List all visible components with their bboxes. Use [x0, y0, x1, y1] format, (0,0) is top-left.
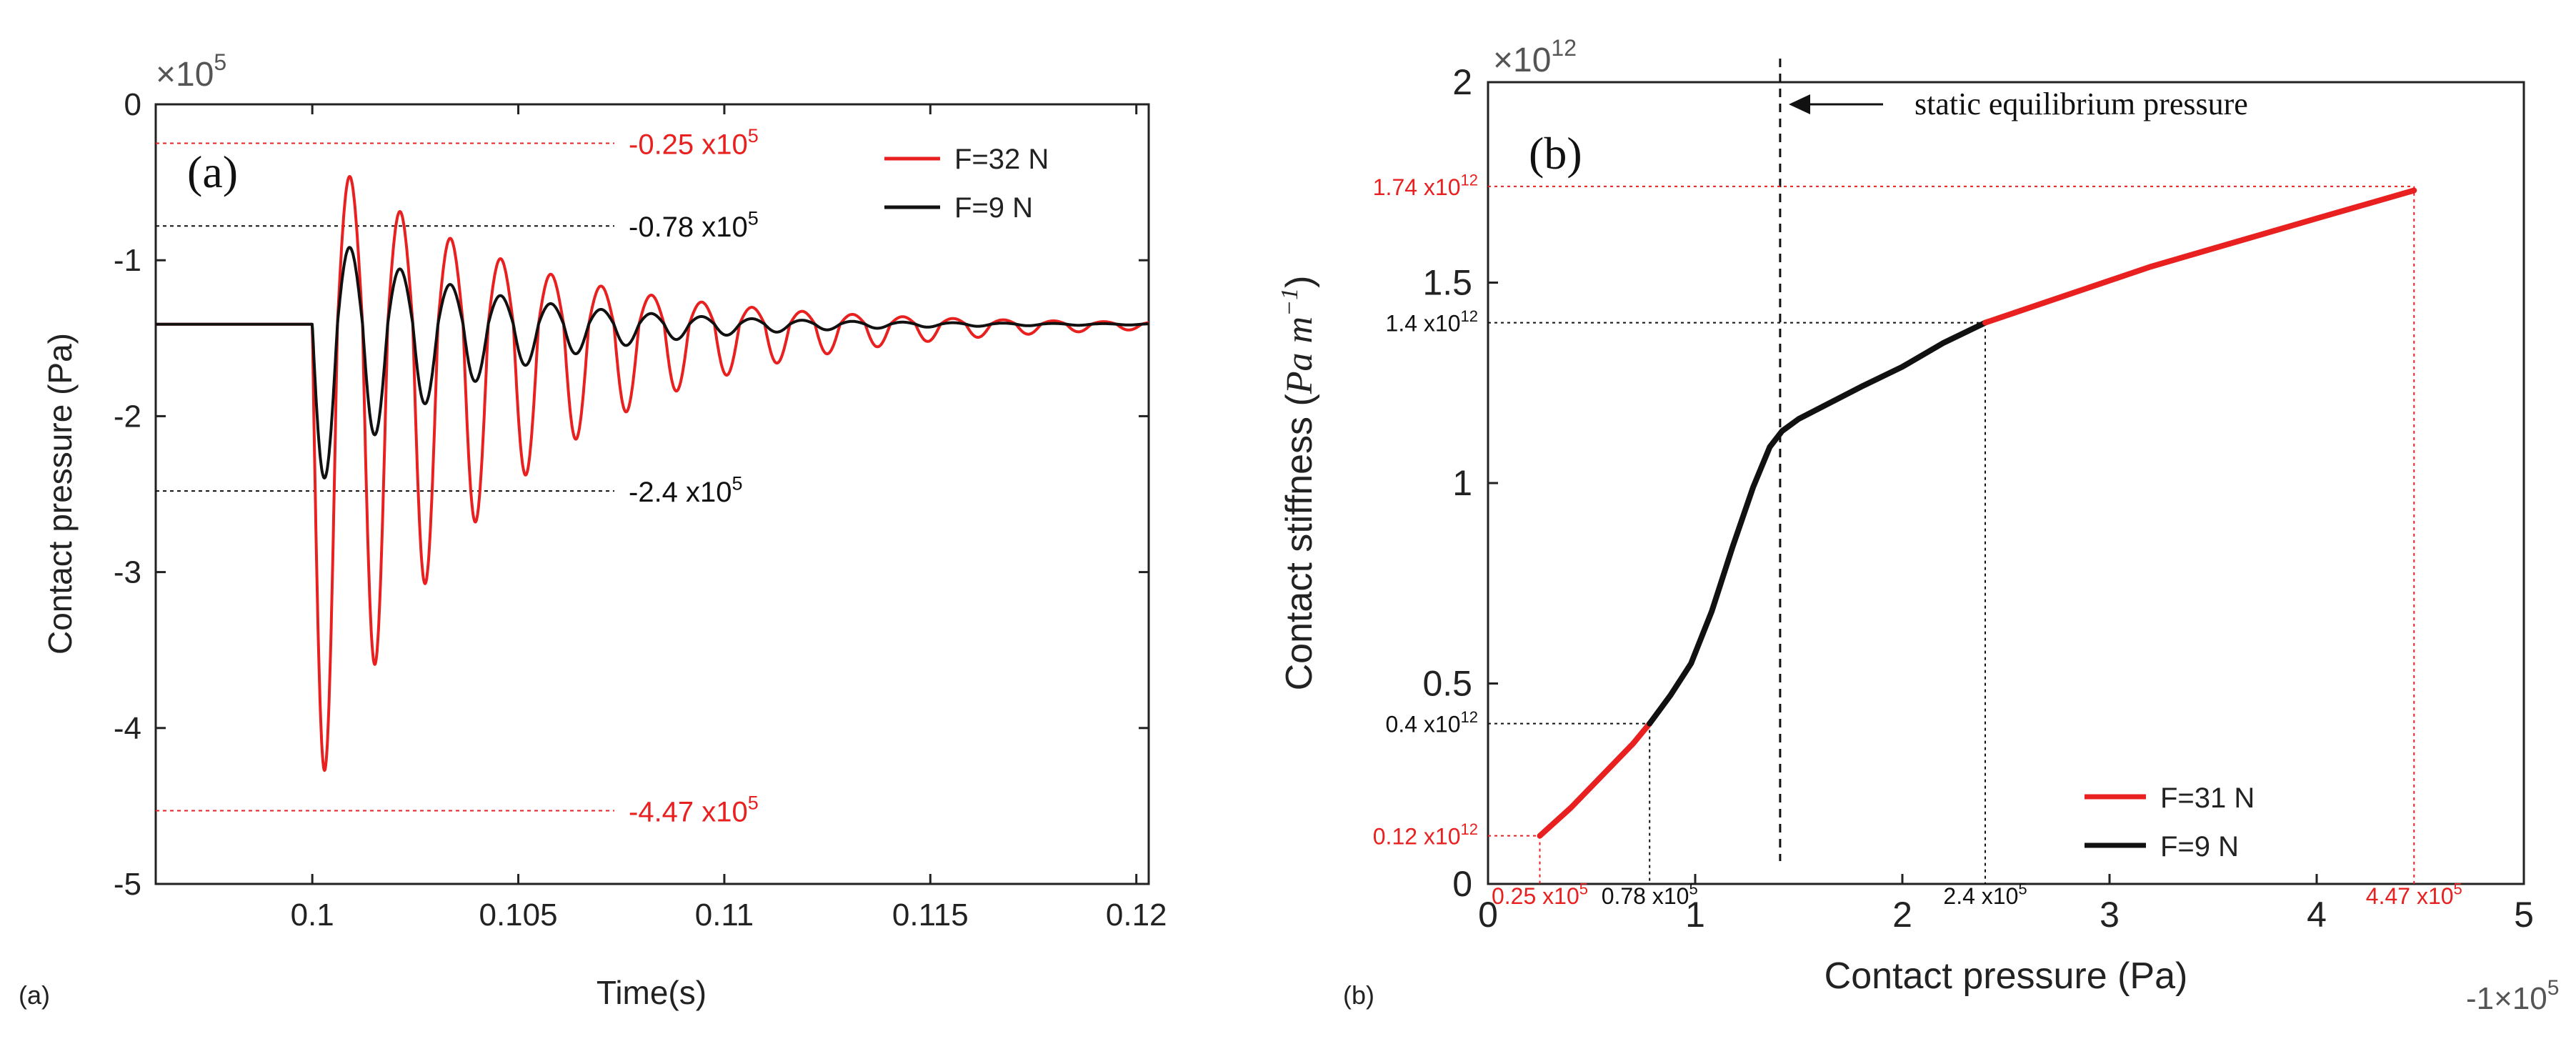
x-tick-label: 2	[1892, 895, 1912, 935]
reference-y-label: 0.4 x1012	[1386, 708, 1478, 737]
panel-b-legend: F=31 N F=9 N	[2085, 782, 2255, 862]
panel-a-y-axis-label: Contact pressure (Pa)	[41, 333, 79, 655]
panel-b-x-exponent: -1×105	[2466, 976, 2559, 1016]
panel-b-x-axis-label: Contact pressure (Pa)	[1824, 955, 2188, 997]
series-line-f31n-0	[1537, 720, 1653, 839]
x-tick-label: 0.115	[892, 898, 969, 933]
series-line-f31n-2	[1982, 187, 2417, 326]
y-tick-label: 1.5	[1422, 263, 1472, 303]
y-tick-label: -3	[114, 555, 141, 590]
panel-a-legend: F=32 N F=9 N	[884, 144, 1049, 224]
reference-x-label: 4.47 x105	[2366, 880, 2462, 909]
reference-line-label: -2.4 x105	[629, 472, 743, 508]
x-tick-label: 5	[2514, 895, 2534, 935]
reference-x-label: 2.4 x105	[1943, 880, 2027, 909]
y-tick-label: -5	[114, 867, 141, 902]
x-tick-label: 0.105	[479, 898, 557, 933]
panel-a-ticks: 0.1 0.105 0.11 0.115 0.12 0 -1 -2 -3 -4 -5	[114, 87, 1167, 933]
reference-y-label: 1.4 x1012	[1386, 307, 1478, 336]
panel-a-y-exponent: ×105	[156, 49, 226, 94]
y-tick-label: -2	[114, 399, 141, 434]
panel-b-y-exponent: ×1012	[1493, 35, 1577, 79]
y-tick-label: -1	[114, 243, 141, 278]
x-tick-label: 0.1	[291, 898, 334, 933]
panel-a-chart: -0.25 x105-0.78 x105-2.4 x105-4.47 x105 …	[19, 49, 1167, 1011]
legend-label-f9b: F=9 N	[2160, 831, 2239, 862]
legend-label-f9: F=9 N	[954, 192, 1033, 224]
reference-y-label: 0.12 x1012	[1373, 820, 1478, 849]
reference-y-label: 1.74 x1012	[1373, 171, 1478, 199]
x-tick-label: 0	[1478, 895, 1498, 935]
legend-label-f32: F=32 N	[954, 144, 1049, 175]
reference-line-label: -4.47 x105	[629, 792, 759, 828]
reference-x-label: 0.78 x105	[1602, 880, 1698, 909]
series-line-f9n	[154, 246, 1150, 479]
panel-a-plot-frame	[154, 103, 1150, 885]
y-tick-label: 2	[1452, 62, 1472, 102]
panel-a-reference-lines: -0.25 x105 -0.78 x105 -2.4 x105 -4.47 x105	[156, 125, 759, 828]
series-line-f32n	[154, 175, 1150, 772]
panel-b-series	[1537, 187, 2417, 839]
x-tick-label: 0.11	[695, 898, 754, 933]
x-tick-label: 0.12	[1106, 898, 1167, 933]
legend-label-f31: F=31 N	[2160, 782, 2255, 814]
panel-a-series	[154, 175, 1150, 772]
series-line-f9n-1	[1647, 319, 1988, 727]
panel-b-reference-lines: 0.12 x1012 0.25 x105 0.4 x1012 0.78 x105 1.4…	[1373, 59, 2462, 909]
panel-b-label: (b)	[1529, 128, 1582, 179]
panel-b-y-axis-label: Contact stiffness (Pa m−1)	[1277, 276, 1320, 691]
panel-b-chart: 0.12 x1012 0.25 x105 0.4 x1012 0.78 x105 1.4…	[1277, 35, 2559, 1016]
x-tick-label: 1	[1685, 895, 1705, 935]
panel-a-x-axis-label: Time(s)	[596, 974, 707, 1011]
annotation-text: static equilibrium pressure	[1914, 86, 2248, 121]
y-tick-label: -4	[114, 711, 141, 746]
reference-line-label: -0.25 x105	[629, 125, 759, 161]
equilibrium-annotation: static equilibrium pressure	[1789, 86, 2248, 121]
panel-b-caption: (b)	[1343, 980, 1374, 1010]
panel-a-caption: (a)	[19, 980, 50, 1010]
panel-a-label: (a)	[187, 146, 238, 197]
y-tick-label: 0	[124, 87, 141, 122]
reference-line-label: -0.78 x105	[629, 207, 759, 243]
x-tick-label: 3	[2100, 895, 2120, 935]
annotation-arrow-head	[1789, 94, 1810, 114]
panel-b-ticks: 0 1 2 3 4 5 0 0.5 1 1.5 2	[1422, 62, 2533, 935]
x-tick-label: 4	[2307, 895, 2327, 935]
y-tick-label: 0	[1452, 864, 1472, 904]
y-tick-label: 1	[1452, 463, 1472, 503]
y-tick-label: 0.5	[1422, 664, 1472, 704]
reference-x-label: 0.25 x105	[1492, 880, 1588, 909]
